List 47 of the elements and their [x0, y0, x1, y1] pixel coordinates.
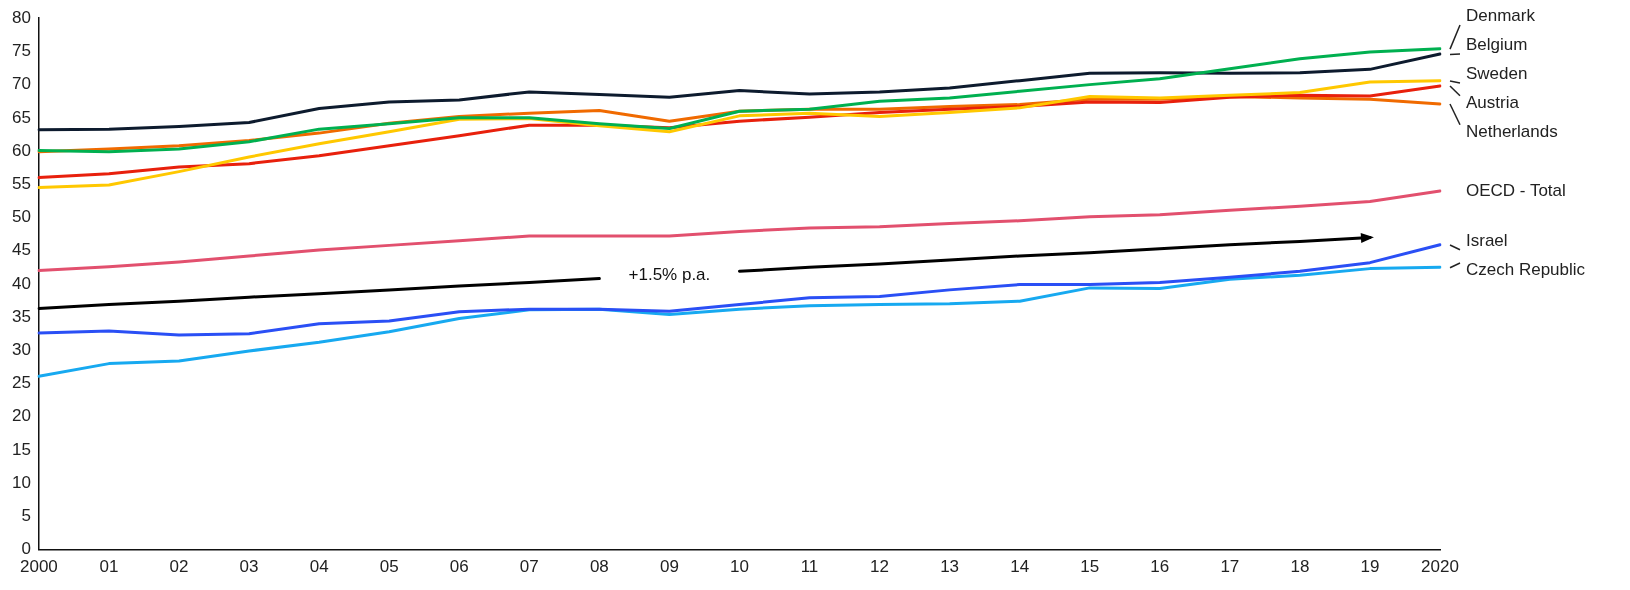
x-tick-label: 16 [1150, 557, 1170, 577]
x-tick-label: 2000 [20, 557, 58, 577]
y-tick-label: 80 [11, 7, 31, 27]
x-tick-label: 2020 [1421, 557, 1459, 577]
y-tick-label: 45 [11, 240, 31, 260]
y-tick-label: 50 [11, 207, 31, 227]
y-tick-label: 0 [21, 539, 31, 559]
x-tick-label: 15 [1080, 557, 1100, 577]
series-label: Israel [1466, 231, 1508, 251]
y-tick-label: 10 [11, 472, 31, 492]
x-tick-label: 06 [449, 557, 469, 577]
x-tick-label: 19 [1360, 557, 1380, 577]
y-tick-label: 40 [11, 273, 31, 293]
y-tick-label: 55 [11, 173, 31, 193]
x-tick-label: 12 [870, 557, 890, 577]
series-label: Sweden [1466, 64, 1528, 84]
y-tick-label: 25 [11, 373, 31, 393]
x-tick-label: 08 [589, 557, 609, 577]
x-tick-label: 04 [309, 557, 329, 577]
y-tick-label: 60 [11, 140, 31, 160]
series-label: Austria [1466, 93, 1520, 113]
y-tick-label: 75 [11, 41, 31, 61]
x-tick-label: 17 [1220, 557, 1240, 577]
y-tick-label: 20 [11, 406, 31, 426]
x-tick-label: 11 [800, 557, 819, 577]
x-tick-label: 07 [519, 557, 539, 577]
series-label: OECD - Total [1466, 180, 1566, 200]
annotation: +1.5% p.a. [628, 264, 711, 284]
series-label: Belgium [1466, 35, 1528, 55]
y-tick-label: 5 [21, 506, 31, 526]
x-tick-label: 05 [379, 557, 399, 577]
x-tick-label: 10 [729, 557, 749, 577]
y-tick-label: 70 [11, 74, 31, 94]
series-label: Netherlands [1466, 122, 1558, 142]
x-tick-label: 18 [1290, 557, 1310, 577]
x-tick-label: 14 [1010, 557, 1030, 577]
series-label: Czech Republic [1466, 260, 1586, 280]
y-tick-label: 35 [11, 306, 31, 326]
x-tick-label: 03 [239, 557, 259, 577]
x-tick-label: 02 [169, 557, 189, 577]
x-tick-label: 13 [940, 557, 960, 577]
x-tick-label: 01 [99, 557, 119, 577]
y-tick-label: 30 [11, 340, 31, 360]
text: Denmark [1466, 6, 1536, 26]
x-tick-label: 09 [659, 557, 679, 577]
y-tick-label: 65 [11, 107, 31, 127]
y-tick-label: 15 [11, 439, 31, 459]
